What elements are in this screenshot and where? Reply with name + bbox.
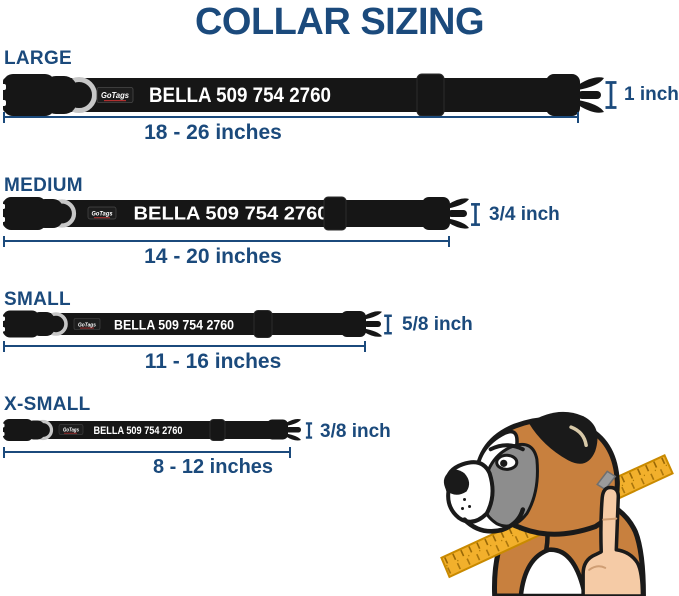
range-label-medium: 14 - 20 inches [144, 245, 282, 268]
dog-nose [443, 469, 470, 495]
brand-logo-text: GoTags [92, 211, 113, 218]
collar-personalization-text: BELLA 509 754 2760 [134, 204, 329, 224]
dog-ear [528, 411, 598, 464]
brand-patch [73, 318, 101, 330]
size-label-x-small: X-SMALL [4, 394, 91, 415]
size-label-large: LARGE [4, 48, 72, 69]
triglide-slider-icon [209, 419, 226, 441]
dog-jowl-line [462, 507, 526, 534]
range-label-large: 18 - 26 inches [144, 121, 282, 144]
female-buckle-icon [3, 197, 46, 230]
size-label-small: SMALL [4, 289, 71, 310]
male-buckle-icon [341, 311, 366, 337]
male-buckle-icon [267, 419, 288, 440]
collar-personalization-text: BELLA 509 754 2760 [114, 317, 234, 333]
width-label-medium: 3/4 inch [489, 204, 560, 225]
collar-personalization-text: BELLA 509 754 2760 [149, 84, 331, 107]
male-buckle-icon [422, 197, 450, 230]
width-marker-icon [305, 422, 313, 439]
collar-graphic-large: GoTags BELLA 509 754 2760 [1, 73, 604, 117]
page-title: COLLAR SIZING [194, 1, 485, 43]
width-marker-icon [384, 314, 392, 335]
width-label-x-small: 3/8 inch [320, 421, 391, 442]
width-marker-icon [605, 81, 617, 109]
width-label-small: 5/8 inch [402, 314, 473, 335]
range-label-small: 11 - 16 inches [144, 350, 282, 373]
brand-logo-text: GoTags [63, 428, 79, 434]
female-buckle-icon [3, 419, 33, 441]
triglide-slider-icon [323, 196, 347, 231]
brand-patch [87, 206, 117, 220]
dog-chest-patch [518, 547, 588, 596]
brand-patch [96, 87, 134, 103]
hand-icon [581, 485, 645, 596]
width-marker-icon [471, 203, 480, 226]
male-buckle-icon [546, 74, 580, 116]
brand-logo-text: GoTags [78, 322, 96, 328]
tape-end-tab [596, 470, 617, 491]
collar-graphic-x-small: GoTags BELLA 509 754 2760 [1, 418, 301, 441]
length-measure-line-medium [3, 236, 450, 247]
triglide-slider-icon [416, 73, 445, 117]
width-label-large: 1 inch [624, 84, 679, 105]
collar-graphic-medium: GoTags BELLA 509 754 2760 [1, 196, 469, 231]
collar-personalization-text: BELLA 509 754 2760 [94, 425, 183, 437]
size-label-medium: MEDIUM [4, 175, 83, 196]
range-label-x-small: 8 - 12 inches [152, 456, 274, 478]
length-measure-line-large [3, 112, 579, 123]
brand-patch [58, 424, 84, 435]
dog-measuring-illustration [440, 411, 674, 596]
brand-logo-text: GoTags [101, 91, 130, 100]
triglide-slider-icon [253, 310, 273, 338]
female-buckle-icon [3, 74, 55, 116]
collar-graphic-small: GoTags BELLA 509 754 2760 [1, 310, 382, 338]
female-buckle-icon [3, 310, 39, 338]
length-measure-line-small [3, 341, 366, 352]
length-measure-line-x-small [3, 447, 291, 458]
